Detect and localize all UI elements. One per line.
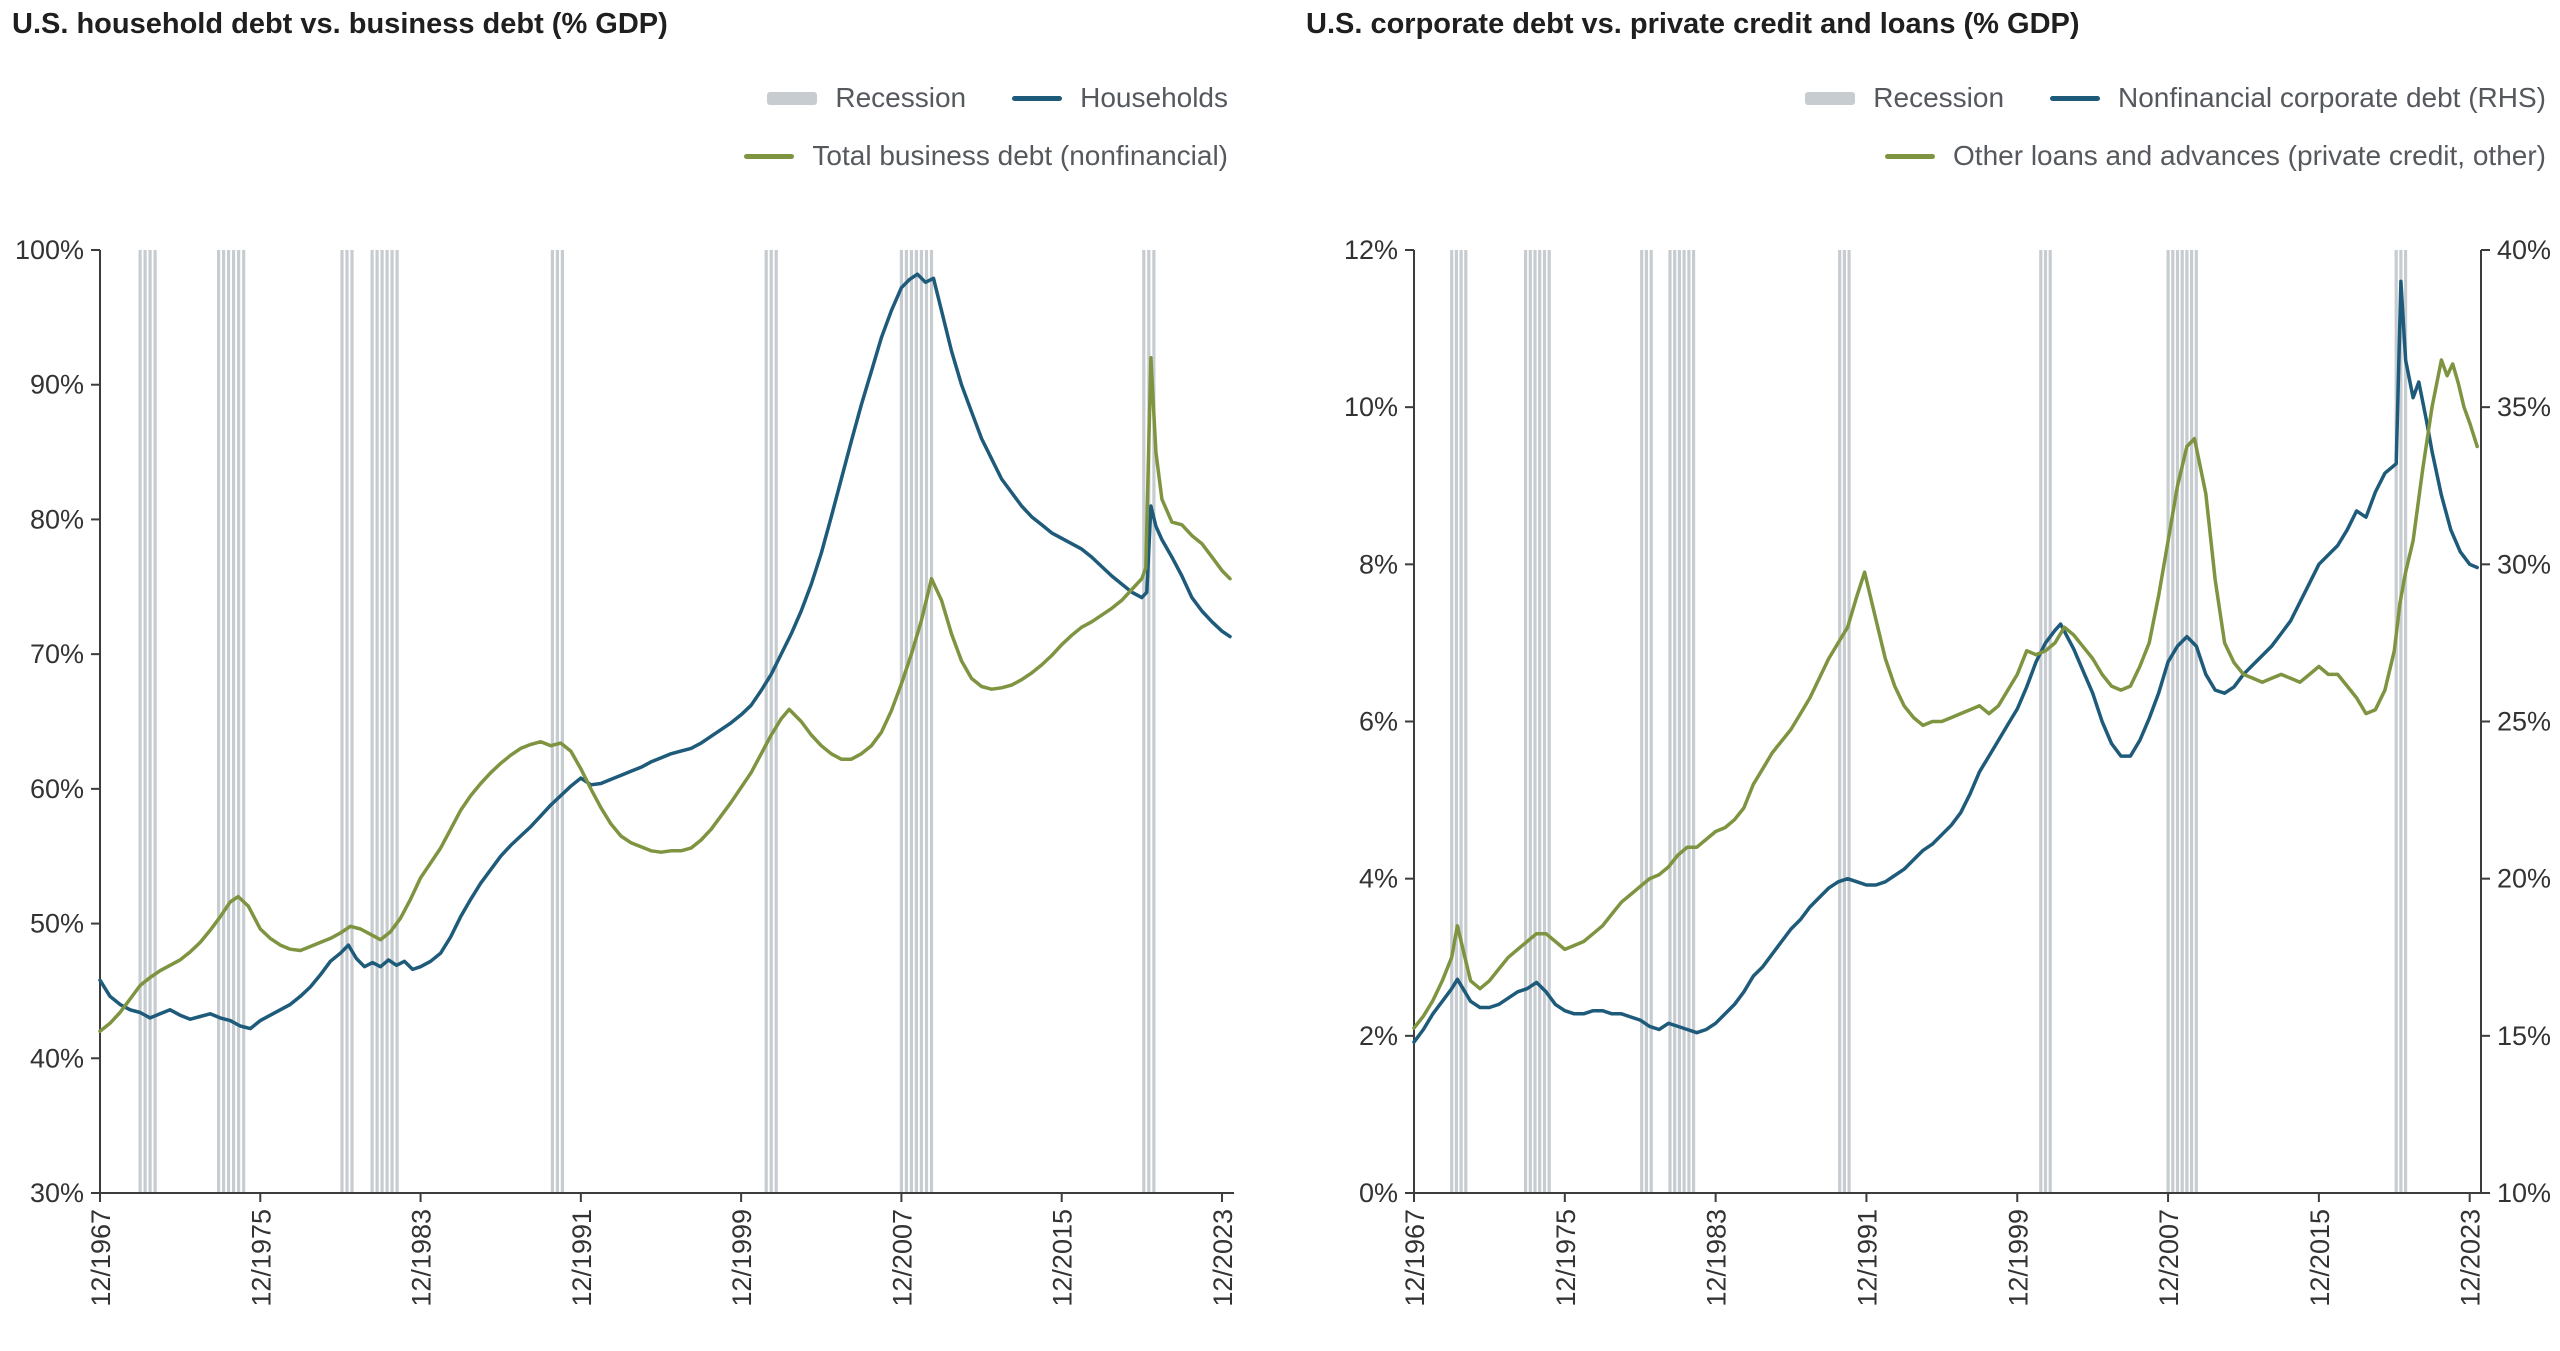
- svg-text:12/2023: 12/2023: [1208, 1209, 1238, 1307]
- corporate-debt-panel: U.S. corporate debt vs. private credit a…: [1280, 0, 2560, 1351]
- svg-text:2%: 2%: [1359, 1021, 1398, 1051]
- svg-text:12%: 12%: [1344, 235, 1398, 265]
- legend-item-corporate-debt: Nonfinancial corporate debt (RHS): [2050, 82, 2546, 114]
- series-line-other-loans-and-advances-private-credit-other: [1412, 358, 2479, 1030]
- right-chart-title: U.S. corporate debt vs. private credit a…: [1306, 8, 2080, 40]
- svg-text:90%: 90%: [30, 370, 84, 400]
- svg-text:10%: 10%: [2497, 1178, 2551, 1208]
- svg-text:4%: 4%: [1359, 864, 1398, 894]
- svg-text:60%: 60%: [30, 774, 84, 804]
- recession-bands: [138, 250, 1156, 1193]
- business-debt-line-swatch: [744, 153, 795, 159]
- series-line-households: [98, 272, 1232, 1031]
- legend-item-households: Households: [1012, 82, 1228, 114]
- y-axis-left: 30% 40% 50% 60% 70% 80% 90% 100%: [15, 235, 100, 1208]
- household-debt-panel: U.S. household debt vs. business debt (%…: [12, 8, 1238, 1307]
- legend-label-other-loans: Other loans and advances (private credit…: [1953, 140, 2546, 171]
- recession-swatch: [767, 91, 818, 105]
- legend-row: Recession Households: [767, 82, 1228, 114]
- svg-text:50%: 50%: [30, 909, 84, 939]
- recession-bands: [1450, 250, 2408, 1193]
- svg-text:12/1975: 12/1975: [246, 1209, 276, 1307]
- legend-row: Recession Nonfinancial corporate debt (R…: [1805, 82, 2546, 114]
- svg-text:12/2007: 12/2007: [887, 1209, 917, 1307]
- y-axis-left: 0% 2% 4% 6% 8% 10% 12%: [1344, 235, 1414, 1208]
- svg-text:12/1999: 12/1999: [727, 1209, 757, 1307]
- svg-text:12/1967: 12/1967: [1400, 1209, 1430, 1307]
- svg-text:12/2007: 12/2007: [2154, 1209, 2184, 1307]
- legend-row: Total business debt (nonfinancial): [744, 140, 1228, 172]
- recession-swatch: [1805, 91, 1856, 105]
- svg-text:10%: 10%: [1344, 392, 1398, 422]
- right-chart-legend: Recession Nonfinancial corporate debt (R…: [1805, 82, 2546, 172]
- legend-item-other-loans: Other loans and advances (private credit…: [1885, 140, 2546, 172]
- series-lines: [98, 272, 1232, 1034]
- svg-text:40%: 40%: [2497, 235, 2551, 265]
- svg-text:70%: 70%: [30, 639, 84, 669]
- legend-label-households: Households: [1080, 82, 1228, 113]
- legend-label-business-debt: Total business debt (nonfinancial): [812, 140, 1228, 171]
- legend-label-recession: Recession: [835, 82, 967, 113]
- svg-text:12/1983: 12/1983: [407, 1209, 437, 1307]
- legend-item-business-debt: Total business debt (nonfinancial): [744, 140, 1228, 172]
- x-axis: 12/1967 12/1975 12/1983 12/1991 12/1999 12/20…: [86, 1193, 1238, 1307]
- legend-label-corporate-debt: Nonfinancial corporate debt (RHS): [2118, 82, 2546, 113]
- series-lines: [1412, 279, 2479, 1044]
- corporate-debt-line-swatch: [2050, 95, 2101, 101]
- svg-text:6%: 6%: [1359, 707, 1398, 737]
- svg-text:12/1991: 12/1991: [1852, 1209, 1882, 1307]
- legend-label-recession: Recession: [1873, 82, 2005, 113]
- other-loans-line-swatch: [1885, 153, 1936, 159]
- households-line-swatch: [1012, 95, 1063, 101]
- x-axis: 12/1967 12/1975 12/1983 12/1991 12/1999 12/20…: [1400, 1193, 2486, 1307]
- svg-text:12/2015: 12/2015: [1048, 1209, 1078, 1307]
- svg-text:15%: 15%: [2497, 1021, 2551, 1051]
- legend-row: Other loans and advances (private credit…: [1885, 140, 2546, 172]
- series-line-total-business-debt-nonfinancial: [98, 356, 1232, 1034]
- svg-text:40%: 40%: [30, 1043, 84, 1073]
- axes: [1413, 250, 2482, 1194]
- corporate-debt-vs-private-credit-chart: 0% 2% 4% 6% 8% 10% 12% 10% 15% 20% 25% 30% 35% 40% 12/…: [1344, 235, 2551, 1307]
- left-chart-title: U.S. household debt vs. business debt (%…: [12, 8, 668, 40]
- svg-text:35%: 35%: [2497, 392, 2551, 422]
- axes: [99, 250, 1234, 1194]
- svg-text:12/2023: 12/2023: [2456, 1209, 2486, 1307]
- series-line-nonfinancial-corporate-debt-rhs: [1412, 279, 2479, 1044]
- svg-text:20%: 20%: [2497, 864, 2551, 894]
- svg-text:25%: 25%: [2497, 707, 2551, 737]
- svg-text:30%: 30%: [30, 1178, 84, 1208]
- household-vs-business-debt-chart: 30%40%50%60%70%80%90%100%12/1967 12/1975 1…: [15, 235, 1238, 1307]
- svg-text:12/1983: 12/1983: [1702, 1209, 1732, 1307]
- svg-text:12/1967: 12/1967: [86, 1209, 116, 1307]
- svg-text:8%: 8%: [1359, 549, 1398, 579]
- svg-text:100%: 100%: [15, 235, 84, 265]
- left-chart-legend: Recession Households Total business debt…: [744, 82, 1228, 172]
- svg-text:30%: 30%: [2497, 549, 2551, 579]
- svg-text:12/1991: 12/1991: [567, 1209, 597, 1307]
- svg-text:80%: 80%: [30, 504, 84, 534]
- y-axis-right: 10% 15% 20% 25% 30% 35% 40%: [2481, 235, 2551, 1208]
- svg-text:12/2015: 12/2015: [2305, 1209, 2335, 1307]
- svg-text:0%: 0%: [1359, 1178, 1398, 1208]
- legend-item-recession: Recession: [767, 82, 966, 114]
- svg-text:12/1999: 12/1999: [2003, 1209, 2033, 1307]
- svg-text:12/1975: 12/1975: [1551, 1209, 1581, 1307]
- legend-item-recession: Recession: [1805, 82, 2004, 114]
